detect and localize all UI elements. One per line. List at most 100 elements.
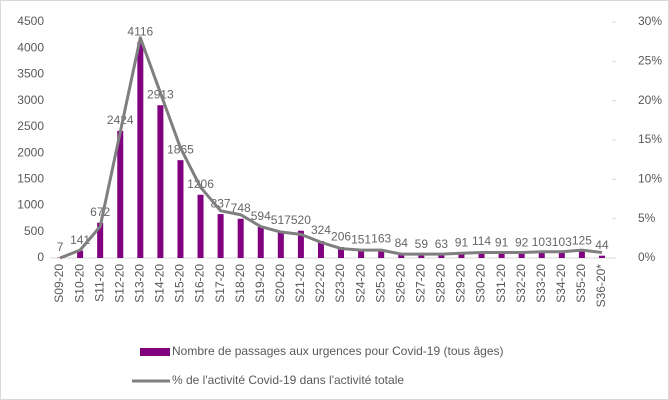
x-tick-label: S30-20 (474, 264, 488, 303)
data-label: 1206 (187, 177, 214, 191)
bar (478, 252, 485, 258)
y-tick-label: 500 (24, 224, 44, 238)
bar (398, 253, 405, 258)
x-tick-label: S13-20 (132, 264, 146, 303)
bar (297, 230, 304, 258)
y-tick-label: 4500 (17, 14, 44, 28)
x-tick-label: S15-20 (173, 264, 187, 303)
bar (117, 130, 124, 258)
x-tick-label: S27-20 (413, 264, 427, 303)
bar (518, 253, 525, 258)
y2-tick-label: 10% (638, 172, 662, 186)
data-label: 517 (271, 213, 291, 227)
data-label: 206 (331, 229, 351, 243)
data-label: 7 (57, 240, 64, 254)
bar (137, 42, 144, 258)
bar (438, 254, 445, 258)
y2-tick-label: 15% (638, 132, 662, 146)
data-label: 92 (515, 235, 529, 249)
bar (498, 253, 505, 258)
data-label: 91 (455, 235, 469, 249)
y-tick-label: 1000 (17, 198, 44, 212)
bar (358, 250, 365, 258)
y-tick-label: 1500 (17, 172, 44, 186)
bar (317, 241, 324, 258)
data-label: 59 (415, 237, 429, 251)
x-tick-label: S28-20 (434, 264, 448, 303)
x-tick-label: S32-20 (514, 264, 528, 303)
x-tick-label: S14-20 (153, 264, 167, 303)
y2-tick-label: 25% (638, 54, 662, 68)
data-label: 594 (251, 209, 271, 223)
legend-label: % de l'activité Covid-19 dans l'activité… (172, 373, 404, 387)
data-label: 44 (595, 238, 609, 252)
data-label: 103 (532, 235, 552, 249)
x-tick-label: S20-20 (273, 264, 287, 303)
data-label: 672 (90, 205, 110, 219)
data-label: 103 (552, 235, 572, 249)
data-label: 151 (351, 232, 371, 246)
data-label: 2424 (107, 113, 134, 127)
y-tick-label: 3000 (17, 93, 44, 107)
bar (77, 250, 84, 258)
x-tick-label: S22-20 (313, 264, 327, 303)
bar (237, 218, 244, 258)
data-label: 125 (572, 234, 592, 248)
bar (578, 251, 585, 258)
x-tick-label: S11-20 (92, 264, 106, 302)
data-label: 520 (291, 213, 311, 227)
y2-tick-label: 30% (638, 14, 662, 28)
legend-label: Nombre de passages aux urgences pour Cov… (172, 344, 504, 358)
x-tick-label: S35-20 (574, 264, 588, 303)
data-label: 63 (435, 237, 449, 251)
bar (338, 247, 345, 258)
x-tick-label: S21-20 (293, 264, 307, 303)
y-tick-label: 3500 (17, 67, 44, 81)
line (59, 36, 603, 260)
bar (177, 160, 184, 258)
bar (197, 194, 204, 258)
legend-swatch (140, 348, 170, 356)
data-label: 4116 (127, 24, 153, 38)
x-tick-label: S23-20 (333, 264, 347, 303)
bar (277, 230, 284, 258)
bar (157, 105, 164, 258)
data-label: 748 (231, 201, 251, 215)
y2-tick-label: 5% (638, 211, 656, 225)
x-tick-label: S29-20 (454, 264, 468, 303)
data-label: 163 (371, 232, 391, 246)
x-tick-label: S33-20 (534, 264, 548, 303)
x-tick-label: S09-20 (52, 264, 66, 303)
x-tick-label: S31-20 (494, 264, 508, 303)
x-tick-label: S12-20 (112, 264, 126, 303)
x-tick-label: S24-20 (353, 264, 367, 303)
data-label: 91 (495, 235, 509, 249)
x-tick-label: S26-20 (393, 264, 407, 303)
bar (257, 226, 264, 258)
bar (97, 222, 104, 258)
x-tick-label: S18-20 (233, 264, 247, 303)
y2-tick-label: 20% (638, 93, 662, 107)
bar (217, 214, 224, 258)
y-tick-label: 0 (37, 250, 44, 264)
y2-tick-label: 0% (638, 250, 656, 264)
y-tick-label: 2500 (17, 119, 44, 133)
x-tick-label: S25-20 (373, 264, 387, 303)
bar (538, 252, 545, 258)
bar (418, 254, 425, 258)
x-tick-label: S10-20 (72, 264, 86, 303)
bar (378, 249, 385, 258)
bar (458, 253, 465, 258)
x-tick-label: S19-20 (253, 264, 267, 303)
data-label: 114 (472, 234, 491, 248)
x-tick-label: S34-20 (554, 264, 568, 303)
y-tick-label: 4000 (17, 40, 44, 54)
x-tick-label: S36-20* (594, 264, 608, 308)
data-label: 324 (311, 223, 331, 237)
y-tick-label: 2000 (17, 145, 44, 159)
x-tick-label: S16-20 (193, 264, 207, 303)
data-label: 84 (395, 236, 409, 250)
x-tick-label: S17-20 (213, 264, 227, 303)
